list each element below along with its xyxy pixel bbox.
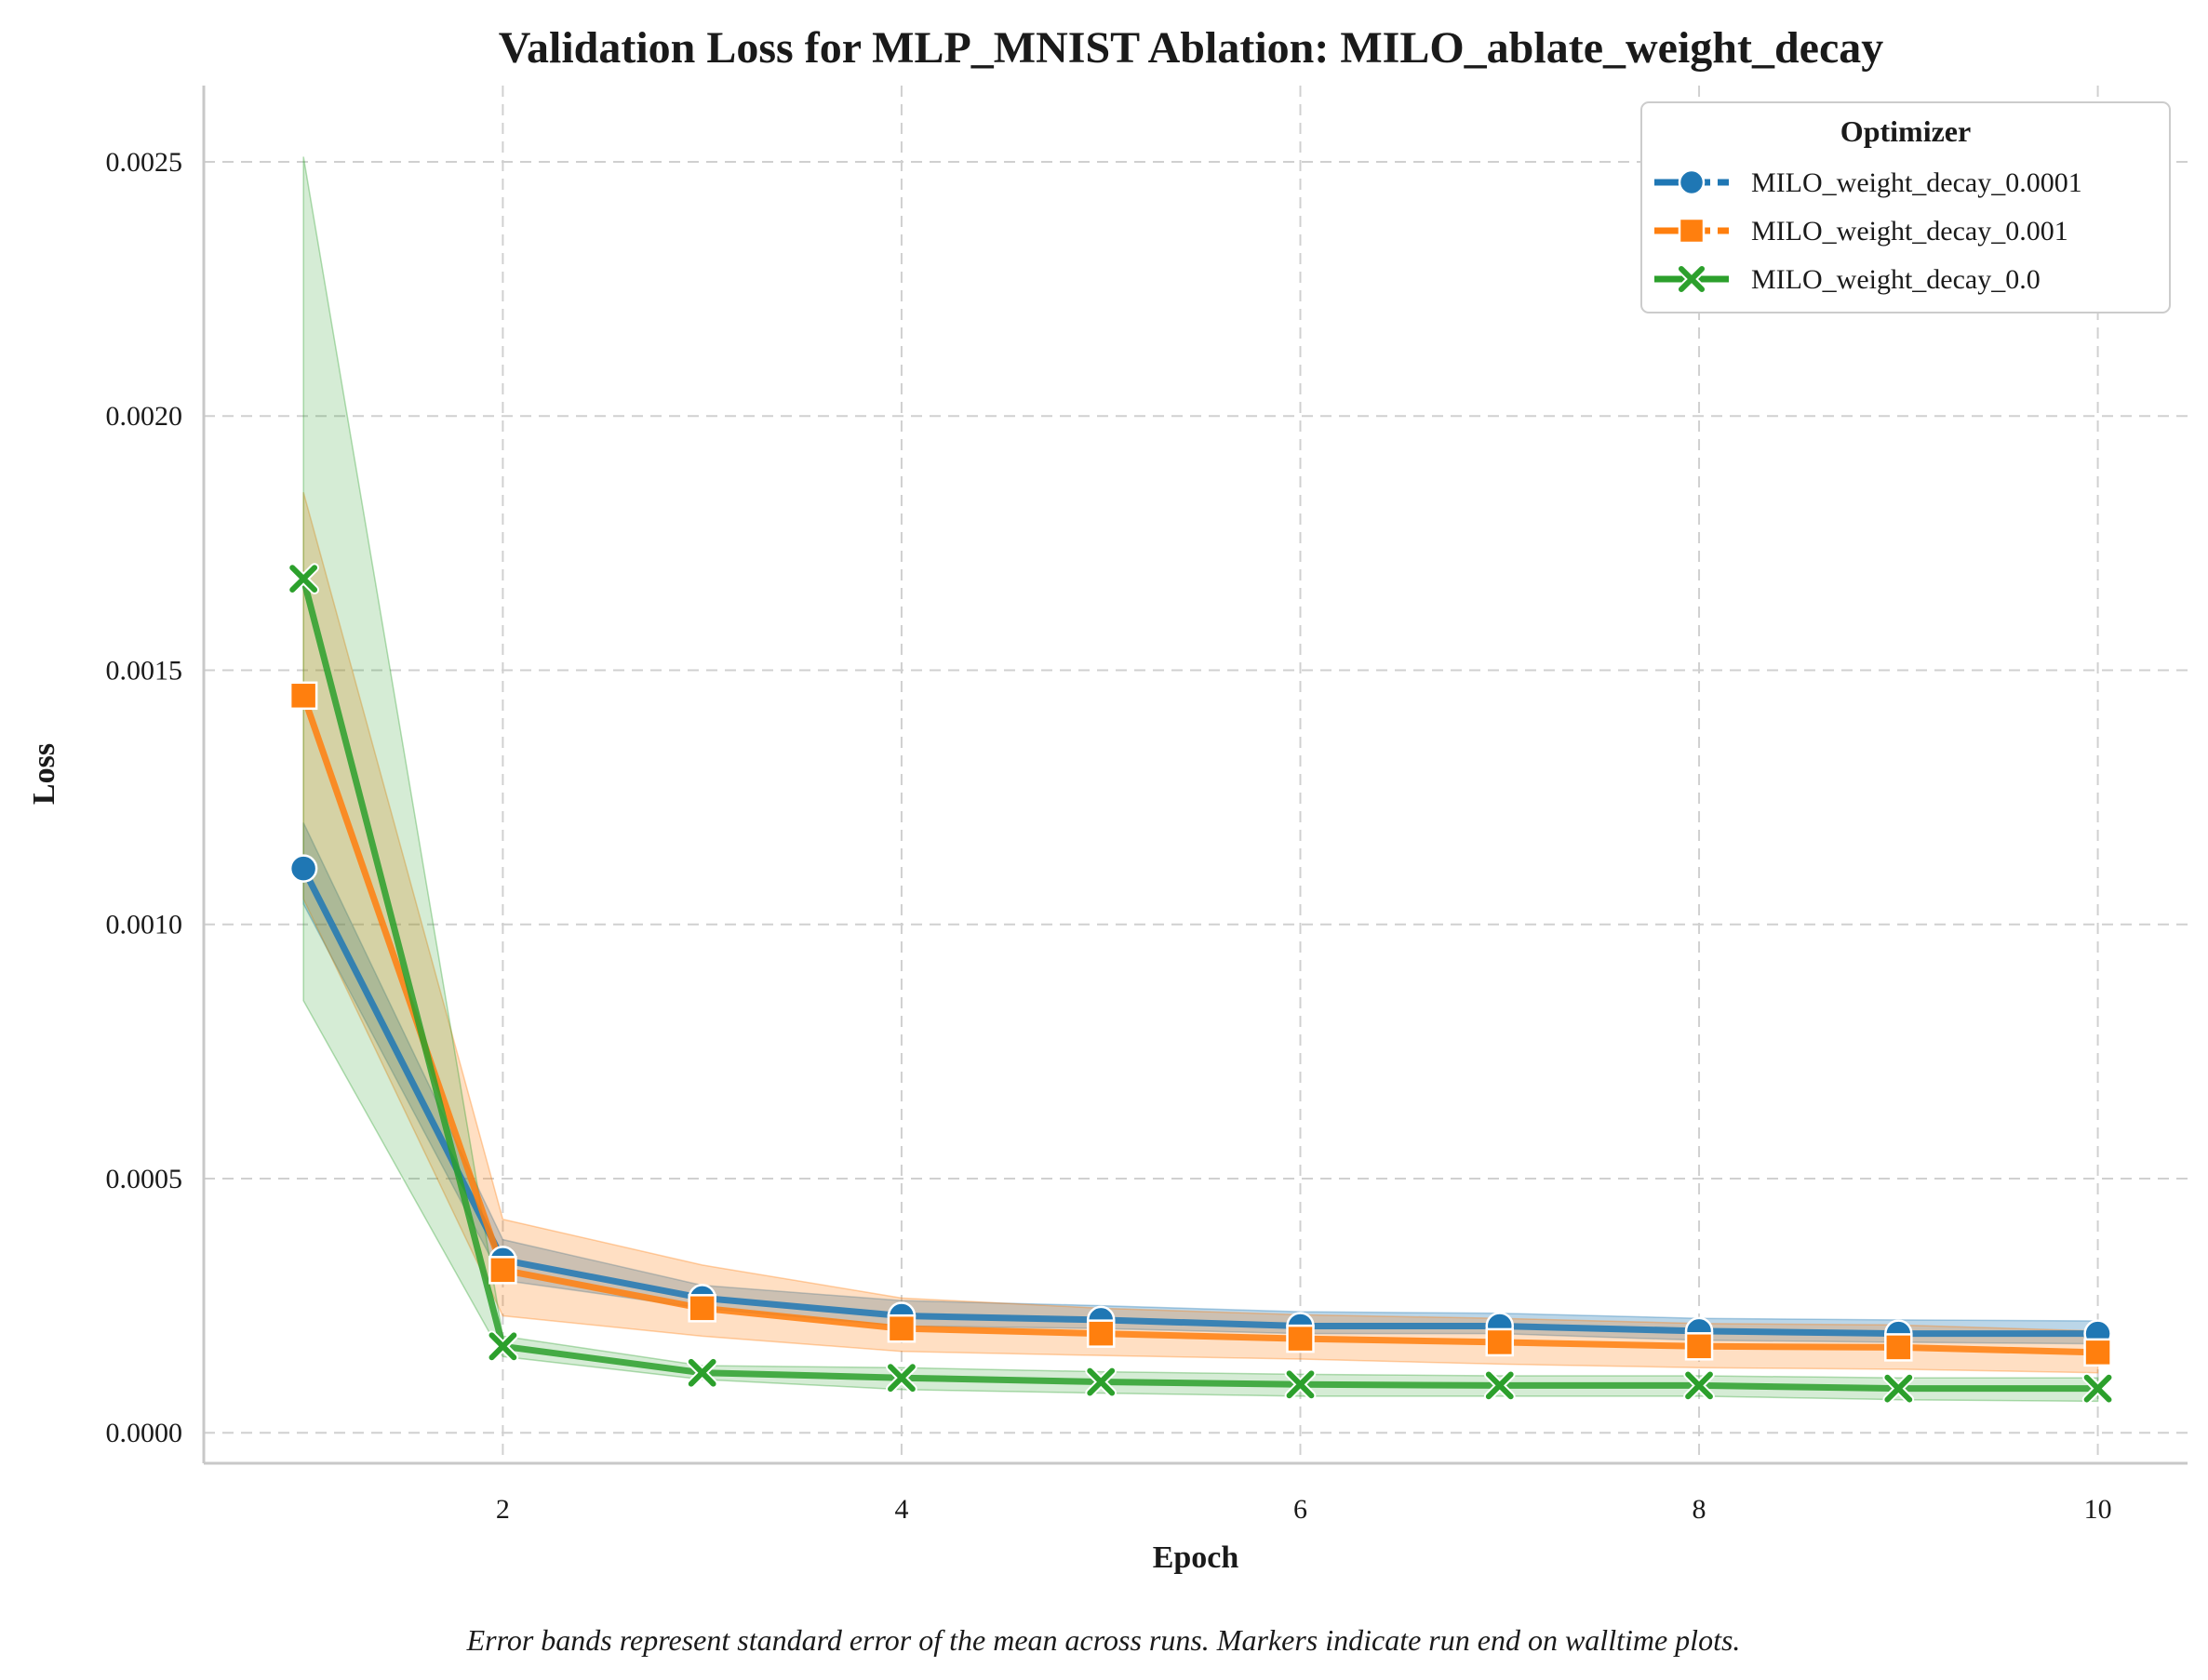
- chart-caption: Error bands represent standard error of …: [466, 1623, 1741, 1657]
- data-point-3: [1085, 1366, 1117, 1398]
- legend-marker: [1676, 263, 1707, 295]
- data-point-2: [1485, 1327, 1515, 1357]
- data-point-3: [288, 563, 320, 594]
- data-point-3: [886, 1362, 917, 1394]
- y-tick-label: 0.0015: [106, 655, 183, 686]
- y-tick-label: 0.0005: [106, 1164, 183, 1194]
- data-point-2: [488, 1256, 517, 1285]
- data-point-2: [1286, 1324, 1315, 1353]
- error-bands: [302, 156, 2099, 1403]
- legend-label: MILO_weight_decay_0.0: [1751, 264, 2041, 295]
- legend-marker: [1678, 217, 1706, 245]
- axes: [202, 86, 2188, 1465]
- error-band-2: [302, 491, 2099, 1374]
- legend: Optimizer MILO_weight_decay_0.0001MILO_w…: [1640, 101, 2171, 313]
- error-band-3: [302, 156, 2099, 1403]
- series-line-1: [300, 865, 2102, 1338]
- legend-label: MILO_weight_decay_0.001: [1751, 216, 2068, 247]
- legend-item-1: MILO_weight_decay_0.0001: [1654, 167, 2082, 198]
- grid-lines: [204, 86, 2188, 1463]
- chart-title: Validation Loss for MLP_MNIST Ablation: …: [499, 23, 1884, 73]
- x-tick-label: 8: [1693, 1494, 1706, 1525]
- legend-items: MILO_weight_decay_0.0001 MILO_weight_deca…: [1654, 167, 2082, 295]
- data-point-1: [288, 854, 318, 883]
- data-point-2: [288, 681, 318, 711]
- data-point-2: [887, 1313, 917, 1343]
- x-axis-label: Epoch: [1153, 1540, 1239, 1575]
- data-point-3: [686, 1356, 718, 1389]
- y-tick-label: 0.0020: [106, 401, 183, 432]
- tick-labels: 2 4 6 8 10 0.0000 0.0005 0.0010 0.0015 0.0020 0.00…: [106, 147, 2112, 1525]
- series-line-3: [300, 575, 2102, 1393]
- y-tick-label: 0.0010: [106, 910, 183, 940]
- y-tick-label: 0.0025: [106, 147, 183, 178]
- series-lines: [300, 575, 2102, 1393]
- legend-item-2: MILO_weight_decay_0.001: [1654, 216, 2068, 247]
- x-tick-label: 6: [1293, 1494, 1307, 1525]
- legend-title: Optimizer: [1840, 114, 1971, 148]
- data-point-3: [2081, 1372, 2114, 1405]
- legend-marker: [1678, 168, 1706, 196]
- data-point-3: [1683, 1369, 1715, 1402]
- data-point-2: [1086, 1319, 1116, 1348]
- y-axis-label: Loss: [27, 743, 61, 805]
- series-markers: [288, 563, 2114, 1405]
- x-tick-label: 2: [496, 1494, 510, 1525]
- series-line-2: [300, 692, 2102, 1356]
- data-point-2: [2083, 1338, 2112, 1367]
- legend-item-3: MILO_weight_decay_0.0: [1654, 263, 2041, 295]
- data-point-3: [1284, 1368, 1317, 1401]
- legend-frame: [1640, 101, 2171, 313]
- data-point-2: [1684, 1332, 1714, 1361]
- x-tick-label: 4: [894, 1494, 908, 1525]
- y-tick-label: 0.0000: [106, 1418, 183, 1448]
- data-point-3: [487, 1330, 519, 1363]
- data-point-2: [688, 1294, 716, 1323]
- legend-label: MILO_weight_decay_0.0001: [1751, 167, 2082, 198]
- x-tick-label: 10: [2084, 1494, 2112, 1525]
- data-point-3: [1882, 1372, 1915, 1405]
- data-point-2: [1884, 1333, 1913, 1362]
- data-point-3: [1483, 1369, 1516, 1402]
